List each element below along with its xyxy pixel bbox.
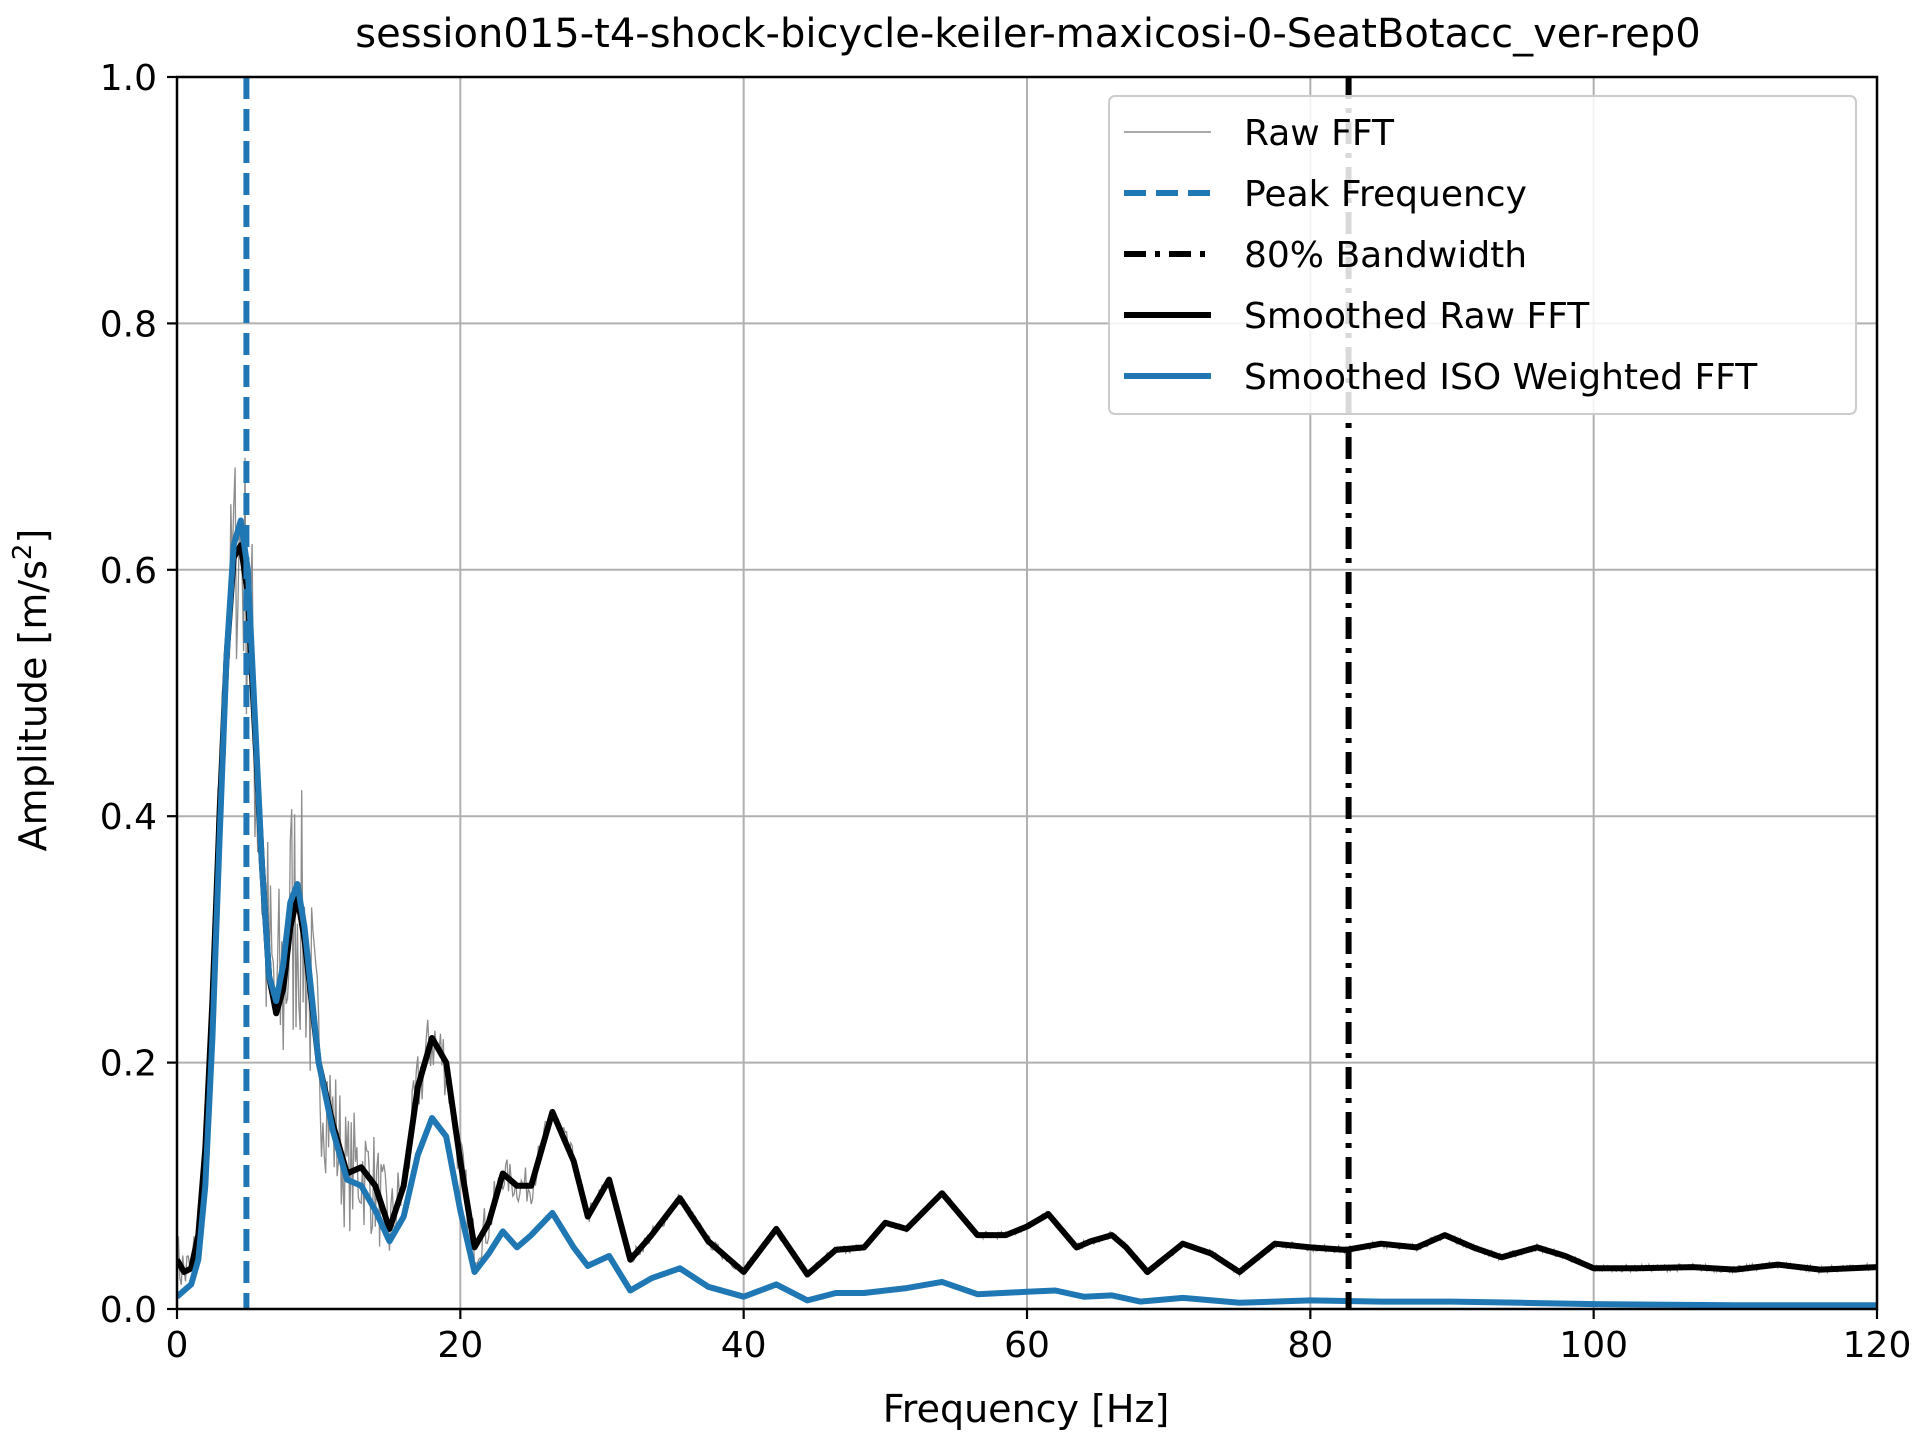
legend-item-3: Smoothed Raw FFT <box>1124 296 1590 337</box>
legend-label-0: Raw FFT <box>1244 113 1395 154</box>
legend-item-2: 80% Bandwidth <box>1124 235 1527 276</box>
plot-series <box>177 77 1877 1309</box>
legend-item-1: Peak Frequency <box>1124 174 1527 215</box>
legend-item-0: Raw FFT <box>1124 113 1395 154</box>
y-tick-label-0: 0.0 <box>100 1290 157 1331</box>
x-axis-label: Frequency [Hz] <box>883 1387 1170 1431</box>
legend-label-4: Smoothed ISO Weighted FFT <box>1244 357 1758 398</box>
axes: 0 20 40 60 80 100 120 0.0 0.2 0.4 0.6 0.8 1.0 <box>100 58 1912 1366</box>
legend-label-1: Peak Frequency <box>1244 174 1527 215</box>
y-tick-label-1: 0.2 <box>100 1044 157 1085</box>
legend-box <box>1108 95 1857 415</box>
y-tick-label-3: 0.6 <box>100 551 157 592</box>
legend-label-2: 80% Bandwidth <box>1244 235 1527 276</box>
series-smoothed-iso-weighted-fft <box>177 517 1877 1309</box>
x-tick-label-0: 0 <box>166 1325 189 1366</box>
y-tick-label-4: 0.8 <box>100 304 157 345</box>
x-tick-label-4: 80 <box>1287 1325 1333 1366</box>
chart-title: session015-t4-shock-bicycle-keiler-maxic… <box>355 11 1700 57</box>
x-tick-label-1: 20 <box>437 1325 483 1366</box>
legend-item-4: Smoothed ISO Weighted FFT <box>1124 357 1758 398</box>
y-axis-label-end: ] <box>11 529 55 544</box>
legend-label-3: Smoothed Raw FFT <box>1244 296 1590 337</box>
legend: Raw FFT Peak Frequency 80% Bandwidth Smooth… <box>1108 95 1857 415</box>
y-tick-label-5: 1.0 <box>100 58 157 99</box>
y-axis-label-superscript: 2 <box>8 544 38 561</box>
y-axis-label: Amplitude [m/s2] <box>8 529 55 852</box>
x-tick-label-6: 120 <box>1843 1325 1912 1366</box>
y-axis-label-main: Amplitude [m/s <box>11 560 55 851</box>
x-tick-label-5: 100 <box>1559 1325 1628 1366</box>
y-tick-label-2: 0.4 <box>100 797 157 838</box>
x-tick-label-3: 60 <box>1004 1325 1050 1366</box>
x-tick-label-2: 40 <box>721 1325 767 1366</box>
